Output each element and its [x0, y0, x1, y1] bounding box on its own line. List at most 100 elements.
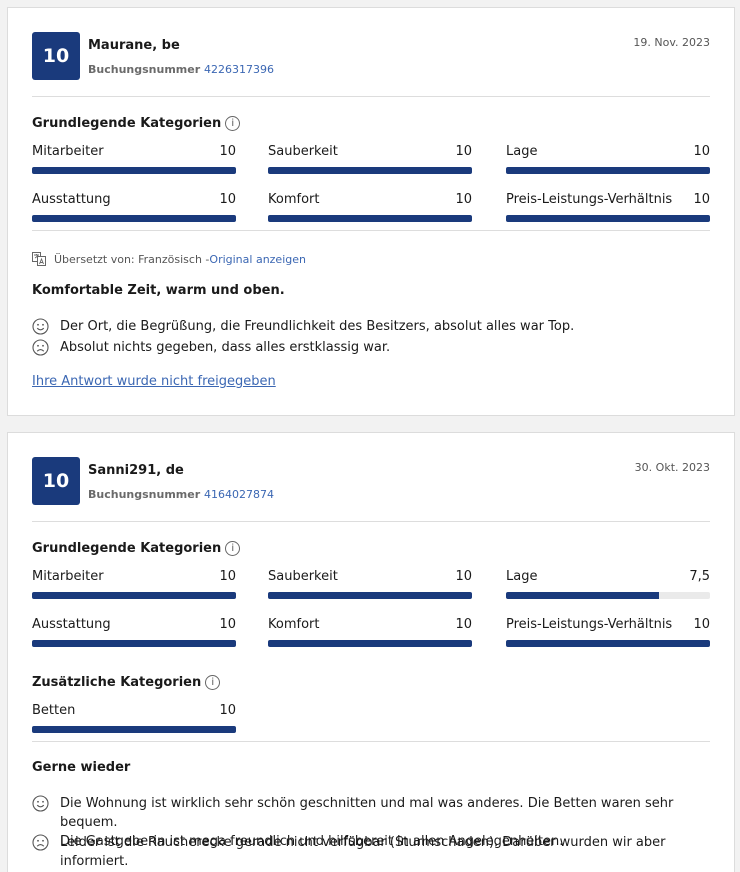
smiley-happy-icon	[32, 318, 49, 335]
booking-number-link[interactable]: 4164027874	[203, 488, 274, 501]
review-card: 10 Sanni291, de Buchungsnummer 416402787…	[7, 432, 735, 872]
category-bar	[506, 640, 710, 647]
review-card: 10 Maurane, be Buchungsnummer 4226317396…	[7, 7, 735, 416]
category-facilities: Ausstattung 10	[32, 192, 236, 222]
category-label: Ausstattung	[32, 192, 111, 207]
category-bar	[268, 640, 472, 647]
category-bar	[268, 215, 472, 222]
smiley-happy-icon	[32, 795, 49, 812]
show-original-link[interactable]: Original anzeigen	[209, 252, 306, 266]
category-cleanliness: Sauberkeit 10	[268, 569, 472, 599]
divider	[32, 230, 710, 231]
category-label: Lage	[506, 144, 538, 159]
review-score-badge: 10	[32, 32, 80, 80]
category-label: Betten	[32, 703, 76, 718]
category-value: 10	[219, 703, 236, 718]
category-value-for-money: Preis-Leistungs-Verhältnis 10	[506, 617, 710, 647]
category-bar	[32, 726, 236, 733]
category-value: 10	[693, 144, 710, 159]
category-cleanliness: Sauberkeit 10	[268, 144, 472, 174]
positive-text-line: Die Wohnung ist wirklich sehr schön gesc…	[60, 796, 674, 830]
reply-status-link[interactable]: Ihre Antwort wurde nicht freigegeben	[32, 374, 276, 389]
category-value: 7,5	[689, 569, 710, 584]
divider	[32, 521, 710, 522]
category-staff: Mitarbeiter 10	[32, 569, 236, 599]
category-bar-fill	[32, 726, 236, 733]
category-value: 10	[455, 569, 472, 584]
category-label: Sauberkeit	[268, 144, 338, 159]
negative-comment: Absolut nichts gegeben, dass alles erstk…	[32, 338, 710, 357]
category-value: 10	[693, 192, 710, 207]
category-bar-fill	[506, 640, 710, 647]
basic-categories-title: Grundlegende Kategorien i	[32, 116, 241, 131]
category-bar-fill	[506, 167, 710, 174]
booking-number: Buchungsnummer 4226317396	[88, 63, 274, 76]
smiley-sad-icon	[32, 834, 49, 851]
category-label: Preis-Leistungs-Verhältnis	[506, 617, 673, 632]
category-location: Lage 10	[506, 144, 710, 174]
category-bar	[32, 592, 236, 599]
basic-categories-label: Grundlegende Kategorien	[32, 541, 222, 556]
category-bar-fill	[268, 640, 472, 647]
divider	[32, 741, 710, 742]
translation-note: Übersetzt von: Französisch - Original an…	[32, 252, 306, 266]
positive-text: Die Wohnung ist wirklich sehr schön gesc…	[60, 794, 710, 851]
basic-categories-title: Grundlegende Kategorien i	[32, 541, 241, 556]
category-bar-fill	[506, 592, 659, 599]
category-value: 10	[219, 144, 236, 159]
review-score-badge: 10	[32, 457, 80, 505]
category-value-for-money: Preis-Leistungs-Verhältnis 10	[506, 192, 710, 222]
category-label: Komfort	[268, 617, 320, 632]
category-value: 10	[693, 617, 710, 632]
divider	[32, 96, 710, 97]
info-icon[interactable]: i	[225, 541, 241, 556]
review-title: Gerne wieder	[32, 760, 131, 775]
translate-icon	[32, 252, 46, 266]
category-bar-fill	[268, 167, 472, 174]
category-bar	[32, 215, 236, 222]
category-bar-fill	[32, 167, 236, 174]
category-value: 10	[455, 144, 472, 159]
booking-label: Buchungsnummer	[88, 63, 201, 76]
booking-label: Buchungsnummer	[88, 488, 201, 501]
category-bar-fill	[268, 592, 472, 599]
positive-comment: Die Wohnung ist wirklich sehr schön gesc…	[32, 794, 710, 851]
category-value: 10	[219, 569, 236, 584]
category-label: Lage	[506, 569, 538, 584]
category-beds: Betten 10	[32, 703, 236, 733]
extra-categories-label: Zusätzliche Kategorien	[32, 675, 202, 690]
category-value: 10	[219, 617, 236, 632]
category-bar	[506, 167, 710, 174]
category-staff: Mitarbeiter 10	[32, 144, 236, 174]
smiley-sad-icon	[32, 339, 49, 356]
review-title: Komfortable Zeit, warm und oben.	[32, 283, 285, 298]
category-bar	[32, 640, 236, 647]
category-bar-fill	[32, 592, 236, 599]
positive-text-line: Die Gastgeberin ist mega freundlich und …	[60, 834, 564, 849]
positive-text: Der Ort, die Begrüßung, die Freundlichke…	[60, 319, 575, 334]
category-bar-fill	[268, 215, 472, 222]
reviewer-name: Sanni291, de	[88, 463, 184, 478]
booking-number: Buchungsnummer 4164027874	[88, 488, 274, 501]
category-bar-fill	[506, 215, 710, 222]
category-label: Preis-Leistungs-Verhältnis	[506, 192, 673, 207]
category-bar-fill	[32, 640, 236, 647]
category-value: 10	[455, 192, 472, 207]
category-label: Komfort	[268, 192, 320, 207]
category-bar	[32, 167, 236, 174]
category-bar	[506, 215, 710, 222]
basic-categories-label: Grundlegende Kategorien	[32, 116, 222, 131]
info-icon[interactable]: i	[225, 116, 241, 131]
category-value: 10	[455, 617, 472, 632]
category-facilities: Ausstattung 10	[32, 617, 236, 647]
category-label: Sauberkeit	[268, 569, 338, 584]
info-icon[interactable]: i	[205, 675, 221, 690]
category-bar	[268, 167, 472, 174]
booking-number-link[interactable]: 4226317396	[203, 63, 274, 76]
category-bar	[506, 592, 710, 599]
negative-text: Leider ist die Raucherecke gerade nicht …	[60, 835, 666, 869]
negative-comment: Leider ist die Raucherecke gerade nicht …	[32, 833, 710, 871]
review-date: 19. Nov. 2023	[633, 36, 710, 49]
category-label: Mitarbeiter	[32, 569, 104, 584]
category-comfort: Komfort 10	[268, 192, 472, 222]
